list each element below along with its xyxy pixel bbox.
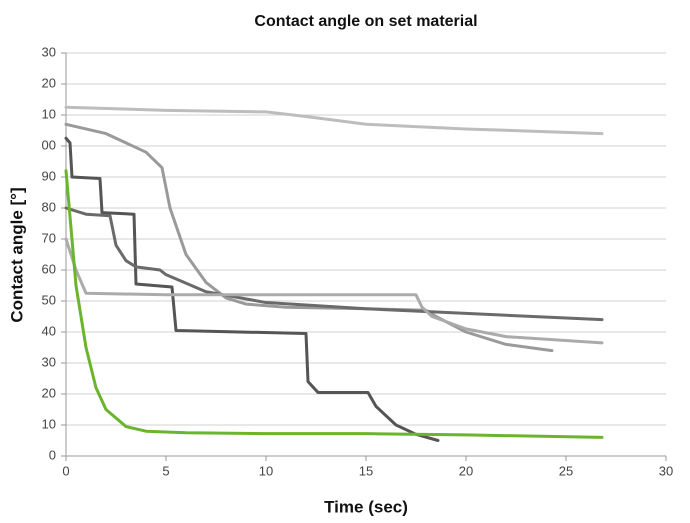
x-tick-label: 20 — [459, 463, 473, 478]
y-axis-label: Contact angle [°] — [7, 187, 26, 322]
y-tick-label: 20 — [42, 385, 56, 400]
x-tick-label: 5 — [162, 463, 169, 478]
y-tick-label: 30 — [42, 354, 56, 369]
x-tick-label: 25 — [559, 463, 573, 478]
y-tick-label: 90 — [42, 168, 56, 183]
x-axis-label: Time (sec) — [324, 497, 408, 516]
x-tick-label: 15 — [359, 463, 373, 478]
series-line — [64, 169, 604, 439]
series-line — [64, 136, 440, 442]
y-tick-label: 10 — [42, 106, 56, 121]
y-tick-label: 70 — [42, 230, 56, 245]
x-tick-label: 0 — [62, 463, 69, 478]
x-tick-label: 10 — [259, 463, 273, 478]
chart-title: Contact angle on set material — [254, 13, 477, 30]
y-tick-label: 40 — [42, 323, 56, 338]
x-tick-label: 30 — [659, 463, 673, 478]
y-tick-label: 10 — [42, 416, 56, 431]
series-line — [64, 206, 604, 322]
y-tick-label: 60 — [42, 261, 56, 276]
series-line — [64, 237, 604, 345]
y-tick-label: 30 — [42, 44, 56, 59]
y-tick-label: 80 — [42, 199, 56, 214]
series-line — [64, 105, 604, 136]
y-tick-label: 20 — [42, 75, 56, 90]
y-tick-label: 0 — [49, 447, 56, 462]
y-tick-label: 00 — [42, 137, 56, 152]
y-tick-label: 50 — [42, 292, 56, 307]
series-line — [64, 122, 554, 353]
